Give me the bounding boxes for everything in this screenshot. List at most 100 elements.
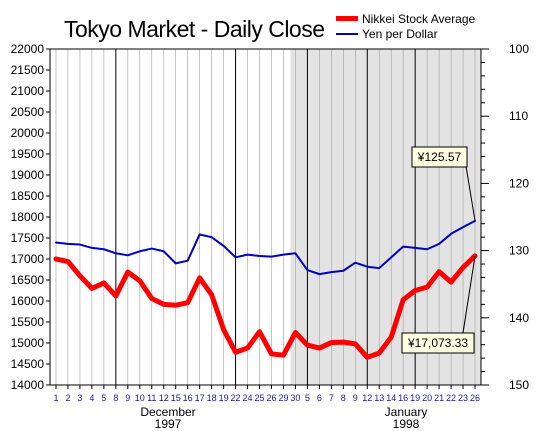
month-labels: December 1997 January 1998 [140, 405, 427, 431]
data-point-yen [67, 243, 69, 245]
x-tick-label: 29 [278, 393, 288, 403]
callouts: ¥125.57 ¥17,073.33 [401, 146, 476, 354]
series-line-nikkei [53, 253, 478, 360]
x-tick-label: 9 [353, 393, 358, 403]
data-point-yen [247, 254, 249, 256]
data-point-yen [354, 262, 356, 264]
x-tick-label: 26 [470, 393, 480, 403]
data-point-nikkei [462, 266, 464, 268]
data-point-yen [450, 233, 452, 235]
callout-yen: ¥125.57 [411, 146, 476, 221]
left-axis: 22000 21500 21000 20500 20000 19500 19000 18500… [11, 42, 50, 392]
data-point-nikkei [259, 331, 261, 333]
left-tick-label: 22000 [11, 42, 45, 56]
x-tick-label: 18 [207, 393, 217, 403]
callout-yen-box [411, 146, 468, 168]
series-lines [53, 219, 478, 360]
callout-nikkei-leader [462, 255, 476, 334]
legend-swatch-nikkei [336, 16, 358, 21]
left-tick-label: 16500 [11, 273, 45, 287]
right-tick-label: 130 [509, 244, 529, 258]
data-point-nikkei [115, 295, 117, 297]
data-point-yen [127, 254, 129, 256]
data-point-nikkei [414, 290, 416, 291]
right-tick-label: 140 [509, 311, 529, 325]
data-point-yen [79, 244, 81, 246]
legend-label-yen: Yen per Dollar [362, 27, 438, 41]
callout-nikkei: ¥17,073.33 [401, 255, 476, 354]
data-point-nikkei [139, 280, 141, 282]
data-point-yen [402, 246, 404, 248]
legend: Nikkei Stock Average Yen per Dollar [336, 12, 475, 41]
left-tick-label: 21000 [11, 84, 45, 98]
data-point-nikkei [402, 299, 404, 301]
x-tick-label: 12 [362, 393, 372, 403]
data-point-yen [55, 242, 57, 244]
callout-yen-leader [465, 165, 476, 221]
data-point-yen [91, 247, 93, 249]
data-point-nikkei [163, 303, 165, 305]
year-label-1997: 1997 [155, 417, 182, 431]
data-point-nikkei [450, 281, 452, 283]
x-tick-label: 13 [374, 393, 384, 403]
x-tick-label: 17 [195, 393, 205, 403]
x-tick-label: 16 [183, 393, 193, 403]
data-point-nikkei [330, 342, 332, 344]
data-point-nikkei [151, 297, 153, 299]
x-tick-label: 30 [290, 393, 300, 403]
left-tick-label: 16000 [11, 294, 45, 308]
left-tick-label: 17000 [11, 252, 45, 266]
right-tick-label: 110 [509, 109, 528, 123]
x-tick-label: 12 [159, 393, 169, 403]
data-point-nikkei [199, 277, 201, 279]
data-point-yen [139, 250, 141, 252]
legend-label-nikkei: Nikkei Stock Average [362, 12, 475, 26]
left-tick-label: 17500 [11, 231, 45, 245]
data-point-yen [318, 273, 320, 275]
data-point-nikkei [342, 341, 344, 343]
month-label-january: January [385, 405, 428, 419]
left-tick-label: 15500 [11, 315, 45, 329]
x-tick-label: 6 [317, 393, 322, 403]
x-tick-label: 7 [329, 393, 334, 403]
data-point-nikkei [79, 275, 81, 277]
data-point-yen [259, 255, 261, 257]
x-tick-label: 5 [305, 393, 310, 403]
right-tick-label: 150 [509, 378, 529, 392]
data-point-yen [199, 233, 201, 235]
x-tick-label: 4 [89, 393, 94, 403]
data-point-yen [378, 267, 380, 269]
data-point-yen [270, 256, 272, 258]
data-point-nikkei [438, 271, 440, 273]
data-point-yen [438, 243, 440, 245]
data-point-nikkei [211, 294, 213, 296]
right-axis: 100 110 120 130 140 150 [481, 42, 529, 392]
data-point-nikkei [67, 261, 69, 263]
data-point-nikkei [270, 353, 272, 355]
x-tick-label: 14 [386, 393, 396, 403]
plot-area [49, 48, 482, 386]
left-tick-label: 20000 [11, 126, 45, 140]
x-tick-label: 2 [65, 393, 70, 403]
chart-title: Tokyo Market - Daily Close [64, 16, 325, 42]
left-tick-label: 14000 [11, 378, 45, 392]
data-point-nikkei [390, 336, 392, 338]
data-point-yen [282, 254, 284, 256]
callout-nikkei-text: ¥17,073.33 [407, 336, 468, 350]
data-point-nikkei [127, 271, 129, 273]
data-point-yen [175, 262, 177, 264]
data-point-nikkei [366, 356, 368, 358]
x-tick-label: 20 [422, 393, 432, 403]
data-point-nikkei [354, 343, 356, 345]
data-point-yen [330, 271, 332, 273]
data-point-nikkei [282, 354, 284, 356]
data-point-yen [426, 248, 428, 250]
x-tick-label: 8 [341, 393, 346, 403]
right-tick-label: 120 [509, 176, 529, 190]
data-point-yen [115, 252, 117, 254]
data-point-nikkei [235, 351, 237, 353]
left-tick-label: 19000 [11, 168, 45, 182]
x-tick-label: 25 [255, 393, 265, 403]
left-tick-label: 19500 [11, 147, 45, 161]
